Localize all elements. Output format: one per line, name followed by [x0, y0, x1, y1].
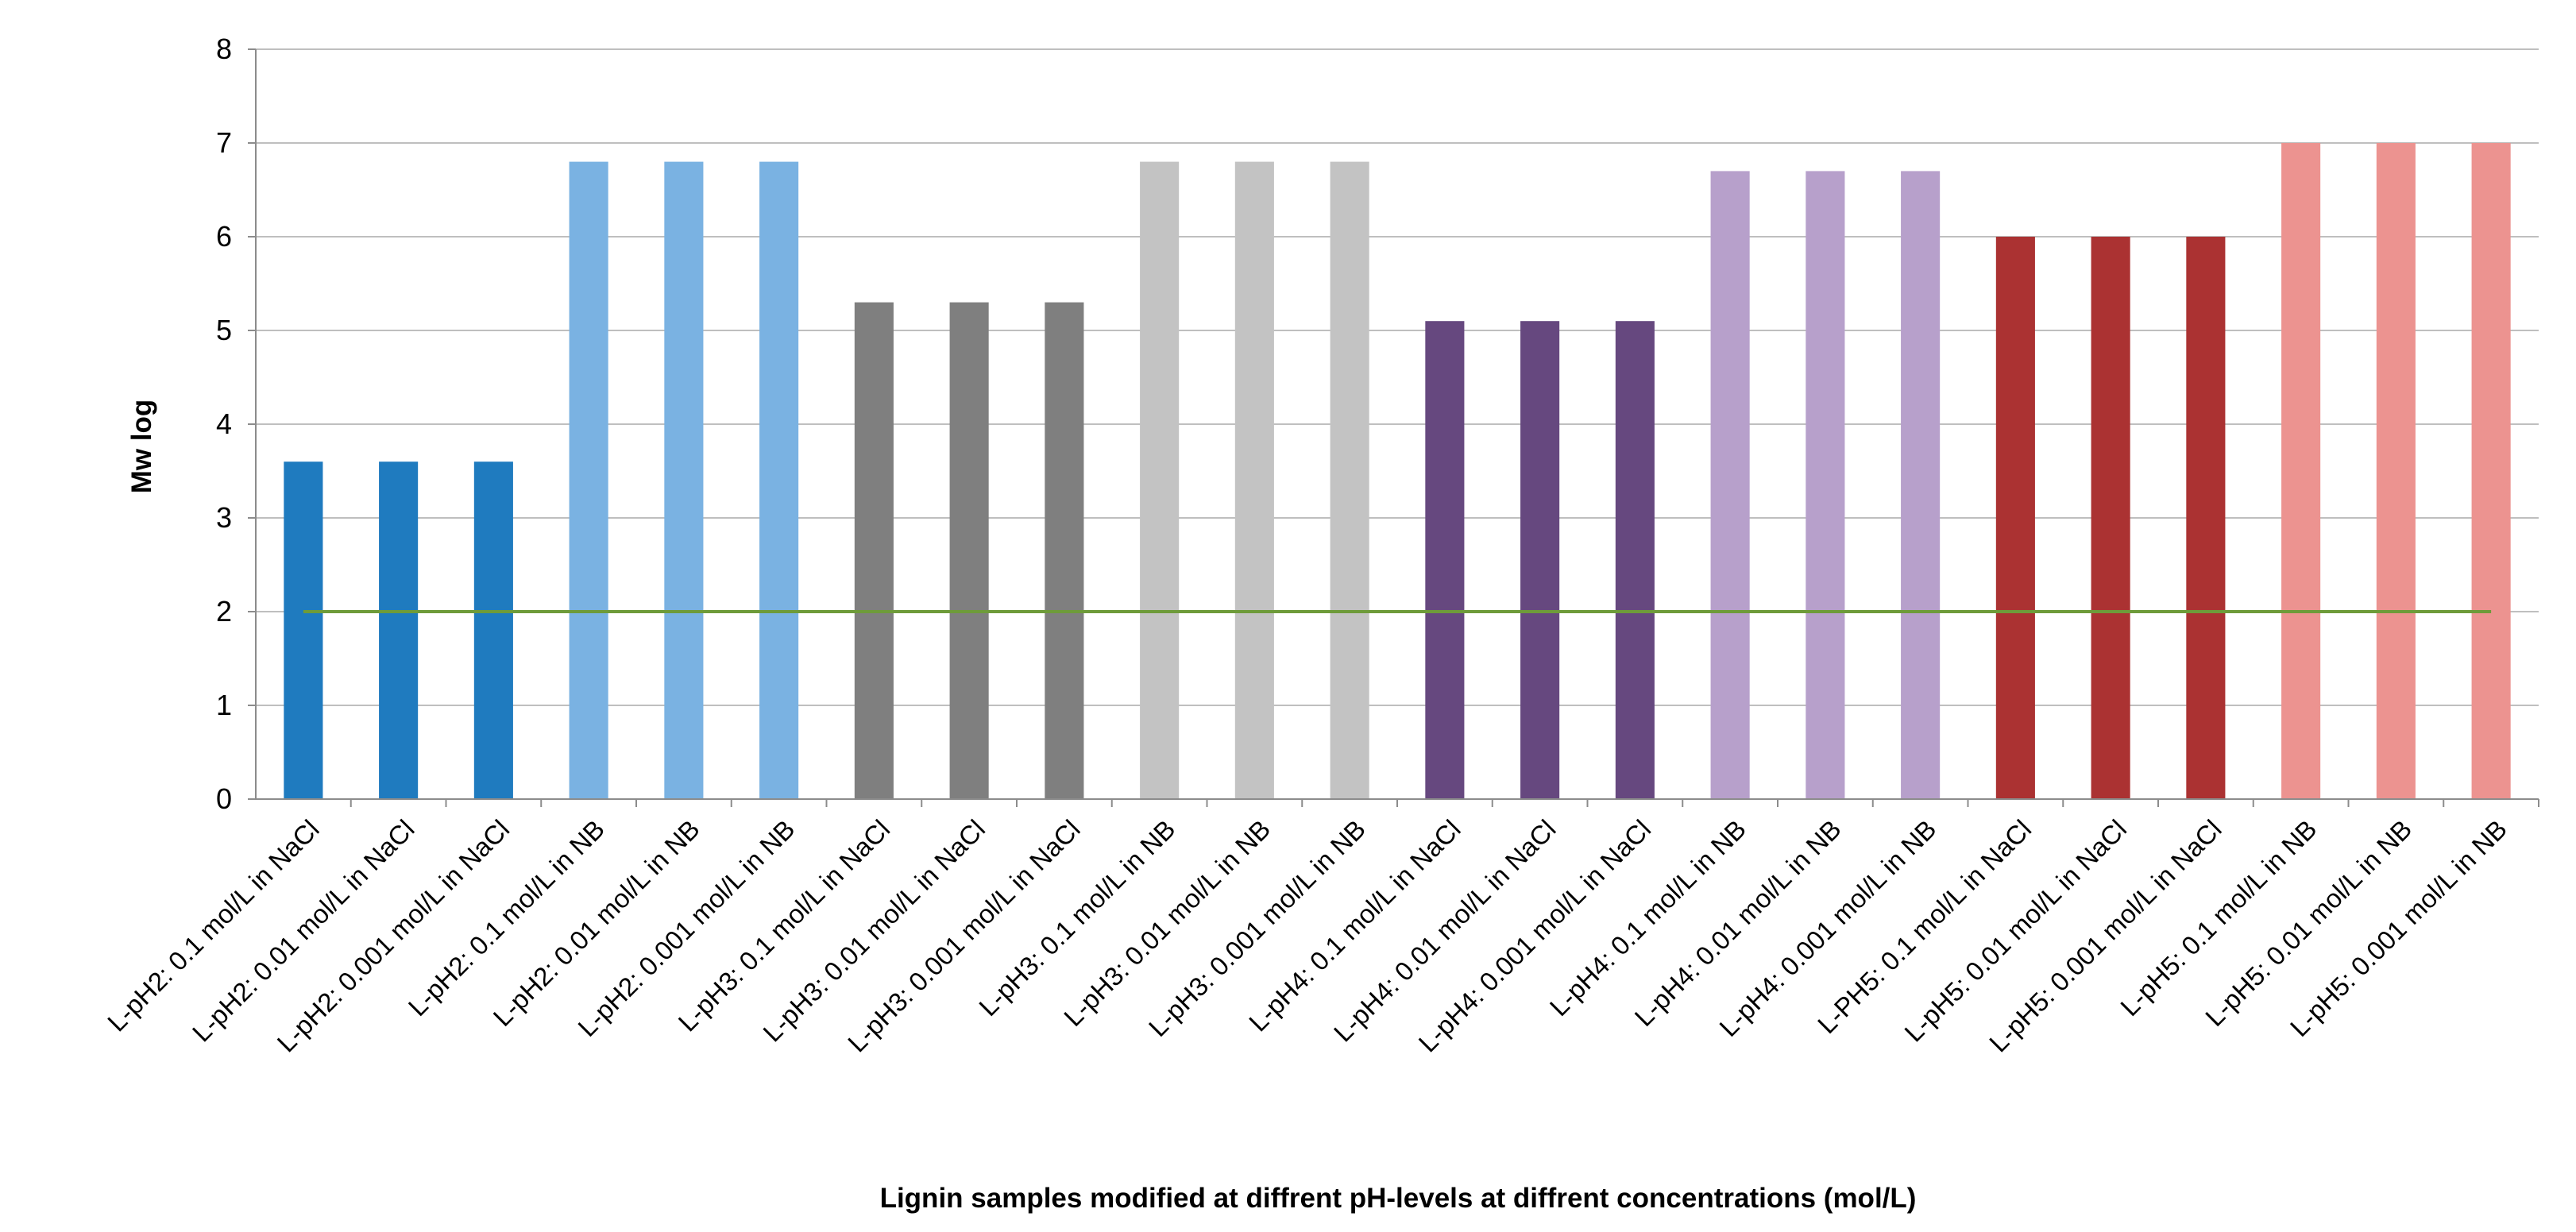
bar — [949, 302, 989, 800]
x-axis-title: Lignin samples modified at diffrent pH-l… — [880, 1183, 1917, 1214]
x-tick-label: L-pH3: 0.1 mol/L in NB — [973, 814, 1180, 1022]
bar — [2186, 237, 2226, 799]
bar — [664, 161, 704, 800]
x-tick-label: L-pH5: 0.1 mol/L in NB — [2114, 814, 2322, 1022]
y-tick-label: 7 — [216, 126, 232, 159]
y-tick-label: 4 — [216, 407, 232, 440]
x-tick-label: L-pH4: 0.1 mol/L in NB — [1544, 814, 1751, 1022]
bar — [1901, 171, 1941, 799]
bar — [379, 462, 419, 799]
y-tick-labels: 0 1 2 3 4 5 6 7 8 — [216, 33, 232, 815]
bar — [1330, 161, 1369, 800]
bar — [759, 161, 799, 800]
y-tick-label: 6 — [216, 220, 232, 253]
axes — [255, 49, 2539, 800]
bar — [284, 462, 323, 799]
bar — [569, 161, 608, 800]
y-axis-title: Mw log — [126, 400, 157, 494]
bar — [1615, 321, 1655, 799]
bar — [473, 462, 513, 799]
bar — [1710, 171, 1750, 799]
bar — [1234, 161, 1274, 800]
bar — [1520, 321, 1560, 799]
bars — [284, 143, 2511, 800]
y-tick-label: 1 — [216, 689, 232, 721]
y-tick-label: 3 — [216, 501, 232, 534]
y-tick-label: 5 — [216, 314, 232, 346]
bar — [1995, 237, 2035, 799]
bar — [2376, 143, 2416, 799]
y-tick-label: 8 — [216, 33, 232, 65]
y-tick-label: 0 — [216, 782, 232, 815]
bar — [1806, 171, 1845, 799]
bar — [1425, 321, 1465, 799]
bar — [1045, 302, 1084, 800]
bar — [854, 302, 894, 800]
y-tick-label: 2 — [216, 595, 232, 628]
bar — [2471, 143, 2511, 799]
x-tick-label: L-pH2: 0.1 mol/L in NB — [403, 814, 610, 1022]
bar — [2091, 237, 2130, 799]
bar — [2281, 143, 2321, 799]
bar — [1140, 161, 1180, 800]
